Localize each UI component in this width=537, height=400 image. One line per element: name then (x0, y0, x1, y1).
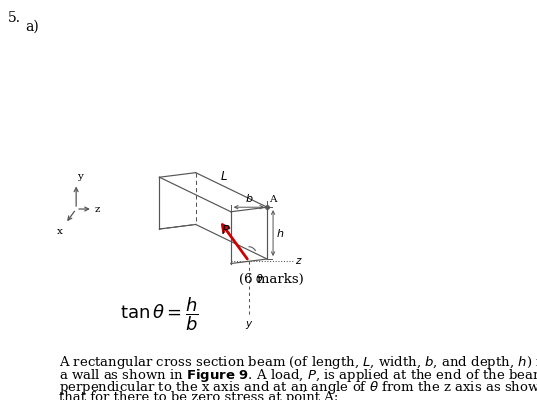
Text: a): a) (25, 20, 39, 34)
Text: $\theta$: $\theta$ (255, 272, 264, 284)
Text: that for there to be zero stress at point A:: that for there to be zero stress at poin… (60, 391, 339, 400)
Text: perpendicular to the x axis and at an angle of $\theta$ from the z axis as shown: perpendicular to the x axis and at an an… (60, 379, 537, 396)
Text: z: z (95, 206, 100, 214)
Text: y: y (77, 172, 83, 181)
Text: $y$: $y$ (245, 320, 253, 332)
Text: 5.: 5. (9, 11, 21, 25)
Text: $L$: $L$ (220, 170, 228, 183)
Text: A rectangular cross section beam (of length, $L$, width, $b$, and depth, $h$) is: A rectangular cross section beam (of len… (60, 354, 537, 372)
Text: x: x (57, 227, 63, 236)
Text: (6 marks): (6 marks) (238, 273, 303, 286)
Text: a wall as shown in $\mathbf{Figure\ 9}$. A load, $P$, is applied at the end of t: a wall as shown in $\mathbf{Figure\ 9}$.… (60, 367, 537, 384)
Text: $P$: $P$ (221, 224, 231, 236)
Text: $b$: $b$ (245, 192, 253, 204)
Text: $h$: $h$ (276, 227, 284, 239)
Text: A: A (270, 196, 277, 204)
Text: $\tan\theta = \dfrac{h}{b}$: $\tan\theta = \dfrac{h}{b}$ (120, 295, 199, 333)
Text: $z$: $z$ (295, 256, 303, 266)
